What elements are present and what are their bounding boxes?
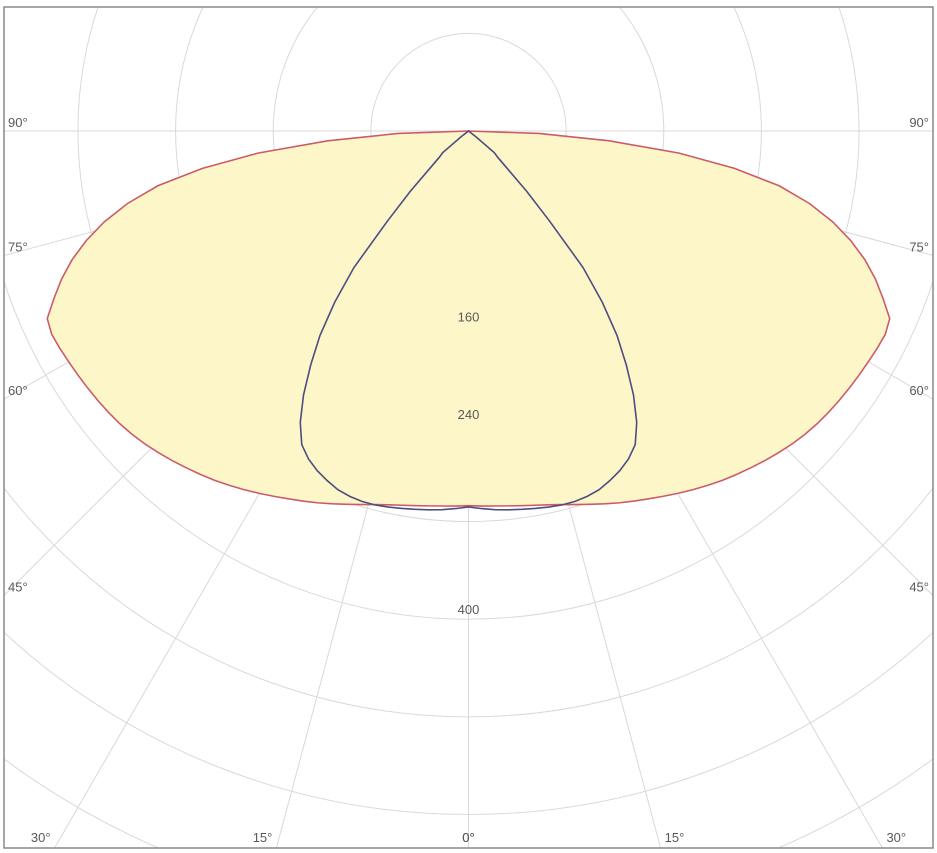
- svg-text:15°: 15°: [253, 830, 273, 845]
- svg-text:15°: 15°: [665, 830, 685, 845]
- svg-text:400: 400: [458, 602, 480, 617]
- svg-text:60°: 60°: [8, 383, 28, 398]
- svg-text:75°: 75°: [8, 239, 28, 254]
- svg-text:0°: 0°: [462, 830, 474, 845]
- svg-text:45°: 45°: [8, 580, 28, 595]
- svg-text:45°: 45°: [909, 580, 929, 595]
- svg-text:90°: 90°: [909, 115, 929, 130]
- svg-text:30°: 30°: [886, 830, 906, 845]
- svg-text:240: 240: [458, 407, 480, 422]
- svg-text:160: 160: [458, 309, 480, 324]
- svg-text:30°: 30°: [31, 830, 51, 845]
- svg-text:90°: 90°: [8, 115, 28, 130]
- svg-text:60°: 60°: [909, 383, 929, 398]
- svg-text:75°: 75°: [909, 239, 929, 254]
